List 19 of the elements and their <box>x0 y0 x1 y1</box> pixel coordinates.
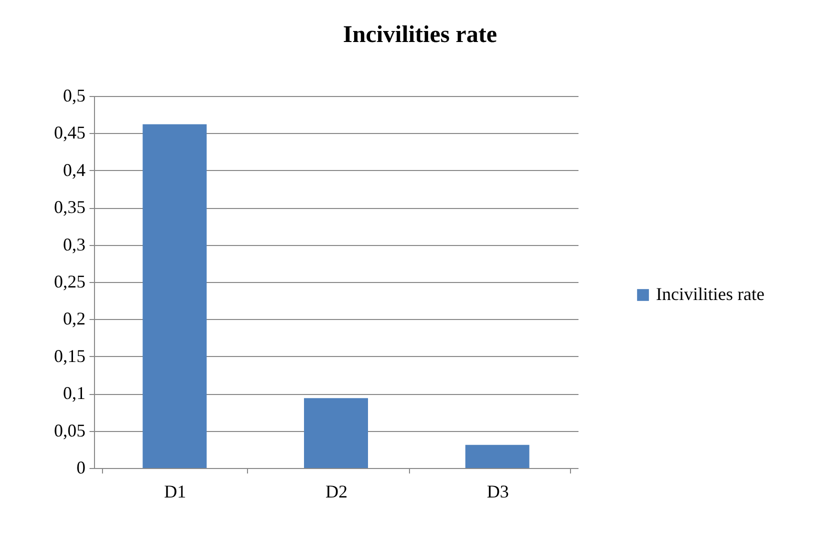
x-tick-label: D1 <box>164 482 186 502</box>
y-tick-label: 0,2 <box>63 308 86 329</box>
x-tick-label: D3 <box>486 482 509 502</box>
y-tick-label: 0,4 <box>63 160 86 180</box>
legend-label: Incivilities rate <box>656 284 764 304</box>
chart-title: Incivilities rate <box>343 22 498 48</box>
y-tick-label: 0,45 <box>54 122 86 143</box>
y-tick-label: 0,1 <box>63 383 86 404</box>
y-tick-label: 0 <box>76 458 86 478</box>
x-tick-label: D2 <box>326 482 348 502</box>
bar <box>142 124 207 468</box>
y-tick-label: 0,5 <box>63 86 86 106</box>
bar <box>465 444 530 468</box>
y-tick-label: 0,3 <box>63 234 86 254</box>
y-tick-label: 0,05 <box>54 420 86 440</box>
y-tick-label: 0,35 <box>54 197 86 218</box>
bar <box>304 398 368 468</box>
y-tick-label: 0,25 <box>54 272 86 292</box>
y-tick-label: 0,15 <box>54 346 86 366</box>
